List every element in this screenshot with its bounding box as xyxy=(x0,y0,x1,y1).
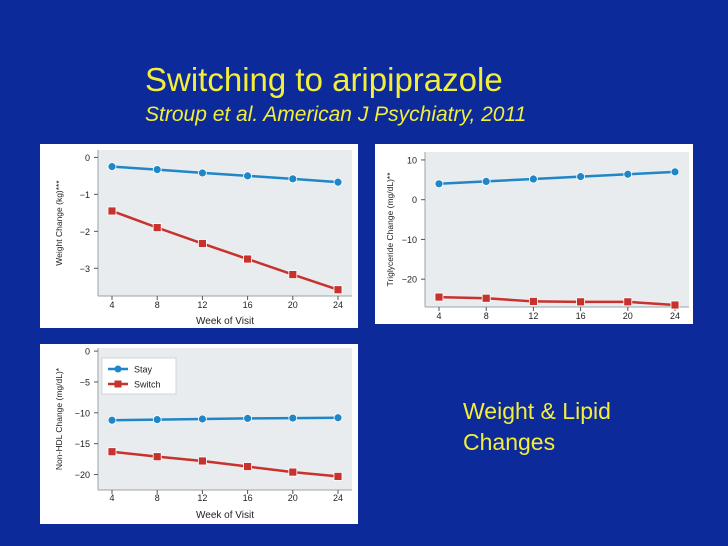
legend-label-stay: Stay xyxy=(134,365,153,375)
slide-subtitle: Stroup et al. American J Psychiatry, 201… xyxy=(145,103,527,126)
plot-area xyxy=(425,152,689,307)
y-tick-label: −20 xyxy=(75,470,90,480)
switch-point xyxy=(107,206,117,216)
stay-series-line xyxy=(111,416,339,422)
stay-point xyxy=(197,168,207,178)
weight-chart-panel: 0 −1 −2 −3 4 8 12 16 20 24 Week of Visit Weight Cha… xyxy=(40,144,358,328)
chart-legend: Stay Switch xyxy=(101,357,177,395)
x-tick-label: 8 xyxy=(155,300,160,310)
switch-point xyxy=(197,456,207,466)
switch-point xyxy=(152,452,162,462)
triglyceride-change-chart: 10 0 −10 −20 4 8 12 16 20 24 Triglyceride Change (… xyxy=(385,152,689,321)
switch-point xyxy=(243,254,253,264)
stay-point xyxy=(333,413,343,423)
x-tick-label: 4 xyxy=(109,493,114,503)
y-tick-label: −10 xyxy=(75,408,90,418)
stay-point xyxy=(333,177,343,187)
y-tick-label: −1 xyxy=(80,190,90,200)
caption-line-2: Changes xyxy=(463,429,556,455)
x-tick-label: 24 xyxy=(333,300,343,310)
switch-point xyxy=(434,292,444,302)
slide-title: Switching to aripiprazole xyxy=(145,61,503,98)
y-tick-label: −20 xyxy=(402,275,417,285)
x-tick-label: 20 xyxy=(623,311,633,321)
plot-area xyxy=(98,150,352,296)
x-tick-label: 16 xyxy=(243,300,253,310)
switch-point xyxy=(288,270,298,279)
legend-box xyxy=(101,357,177,395)
x-tick-label: 4 xyxy=(109,300,114,310)
x-tick-label: 8 xyxy=(484,311,489,321)
switch-point xyxy=(333,285,343,295)
switch-series-line xyxy=(438,295,676,307)
switch-point xyxy=(197,239,207,248)
y-tick-label: −10 xyxy=(402,235,417,245)
caption-line-1: Weight & Lipid xyxy=(463,398,611,424)
switch-point xyxy=(528,297,538,306)
x-tick-label: 20 xyxy=(288,493,298,503)
y-tick-label: −3 xyxy=(80,264,90,274)
x-tick-label: 16 xyxy=(243,493,253,503)
y-tick-label: 0 xyxy=(412,195,417,205)
switch-point xyxy=(481,293,491,303)
non-hdl-chart-panel: 0 −5 −10 −15 −20 4 8 12 16 20 24 Week of Visit Non-H… xyxy=(40,344,358,524)
x-tick-label: 20 xyxy=(288,300,298,310)
switch-series-line xyxy=(111,450,339,478)
stay-point xyxy=(107,415,117,425)
y-axis-label: Triglyceride Change (mg/dL)** xyxy=(385,172,395,287)
x-axis-label: Week of Visit xyxy=(196,316,254,327)
non-hdl-change-chart: 0 −5 −10 −15 −20 4 8 12 16 20 24 Week of Visit Non-H… xyxy=(54,347,352,521)
stay-point xyxy=(152,415,162,425)
switch-point xyxy=(623,297,633,307)
x-tick-label: 12 xyxy=(197,493,207,503)
x-tick-label: 16 xyxy=(576,311,586,321)
y-tick-label: −15 xyxy=(75,439,90,449)
x-tick-label: 4 xyxy=(436,311,441,321)
y-tick-label: −2 xyxy=(80,227,90,237)
stay-point xyxy=(434,179,444,189)
x-tick-label: 12 xyxy=(528,311,538,321)
y-axis-label: Weight Change (kg)*** xyxy=(54,180,64,266)
y-tick-label: 0 xyxy=(85,347,90,357)
y-tick-label: 0 xyxy=(85,153,90,163)
x-axis-label: Week of Visit xyxy=(196,510,254,521)
y-tick-label: −5 xyxy=(80,377,90,387)
weight-change-chart: 0 −1 −2 −3 4 8 12 16 20 24 Week of Visit Weight Cha… xyxy=(54,150,352,327)
legend-marker-switch xyxy=(114,380,122,388)
stay-point xyxy=(576,172,586,182)
y-tick-label: 10 xyxy=(407,155,417,165)
switch-point xyxy=(288,467,298,477)
legend-label-switch: Switch xyxy=(134,380,161,390)
x-tick-label: 24 xyxy=(333,493,343,503)
x-tick-label: 24 xyxy=(670,311,680,321)
switch-point xyxy=(576,297,586,307)
x-tick-label: 8 xyxy=(155,493,160,503)
stay-point xyxy=(107,162,117,172)
stay-series-line xyxy=(111,165,339,184)
stay-series-line xyxy=(438,170,676,186)
stay-point xyxy=(288,413,298,423)
stay-point xyxy=(243,171,253,181)
switch-point xyxy=(243,462,253,471)
switch-point xyxy=(152,223,162,233)
switch-point xyxy=(670,300,680,310)
stay-point xyxy=(670,167,680,177)
stay-point xyxy=(623,169,633,179)
stay-point xyxy=(528,174,538,184)
legend-marker-stay xyxy=(114,365,122,373)
x-tick-label: 12 xyxy=(197,300,207,310)
switch-point xyxy=(333,472,343,481)
stay-point xyxy=(152,165,162,174)
switch-point xyxy=(107,447,117,457)
caption: Weight & Lipid Changes xyxy=(463,396,703,458)
stay-point xyxy=(243,413,253,423)
switch-series-line xyxy=(111,209,339,291)
stay-point xyxy=(197,414,207,424)
stay-point xyxy=(288,174,298,184)
triglyceride-chart-panel: 10 0 −10 −20 4 8 12 16 20 24 Triglyceride Change (… xyxy=(375,144,693,324)
stay-point xyxy=(481,177,491,186)
y-axis-label: Non-HDL Change (mg/dL)* xyxy=(54,367,64,470)
